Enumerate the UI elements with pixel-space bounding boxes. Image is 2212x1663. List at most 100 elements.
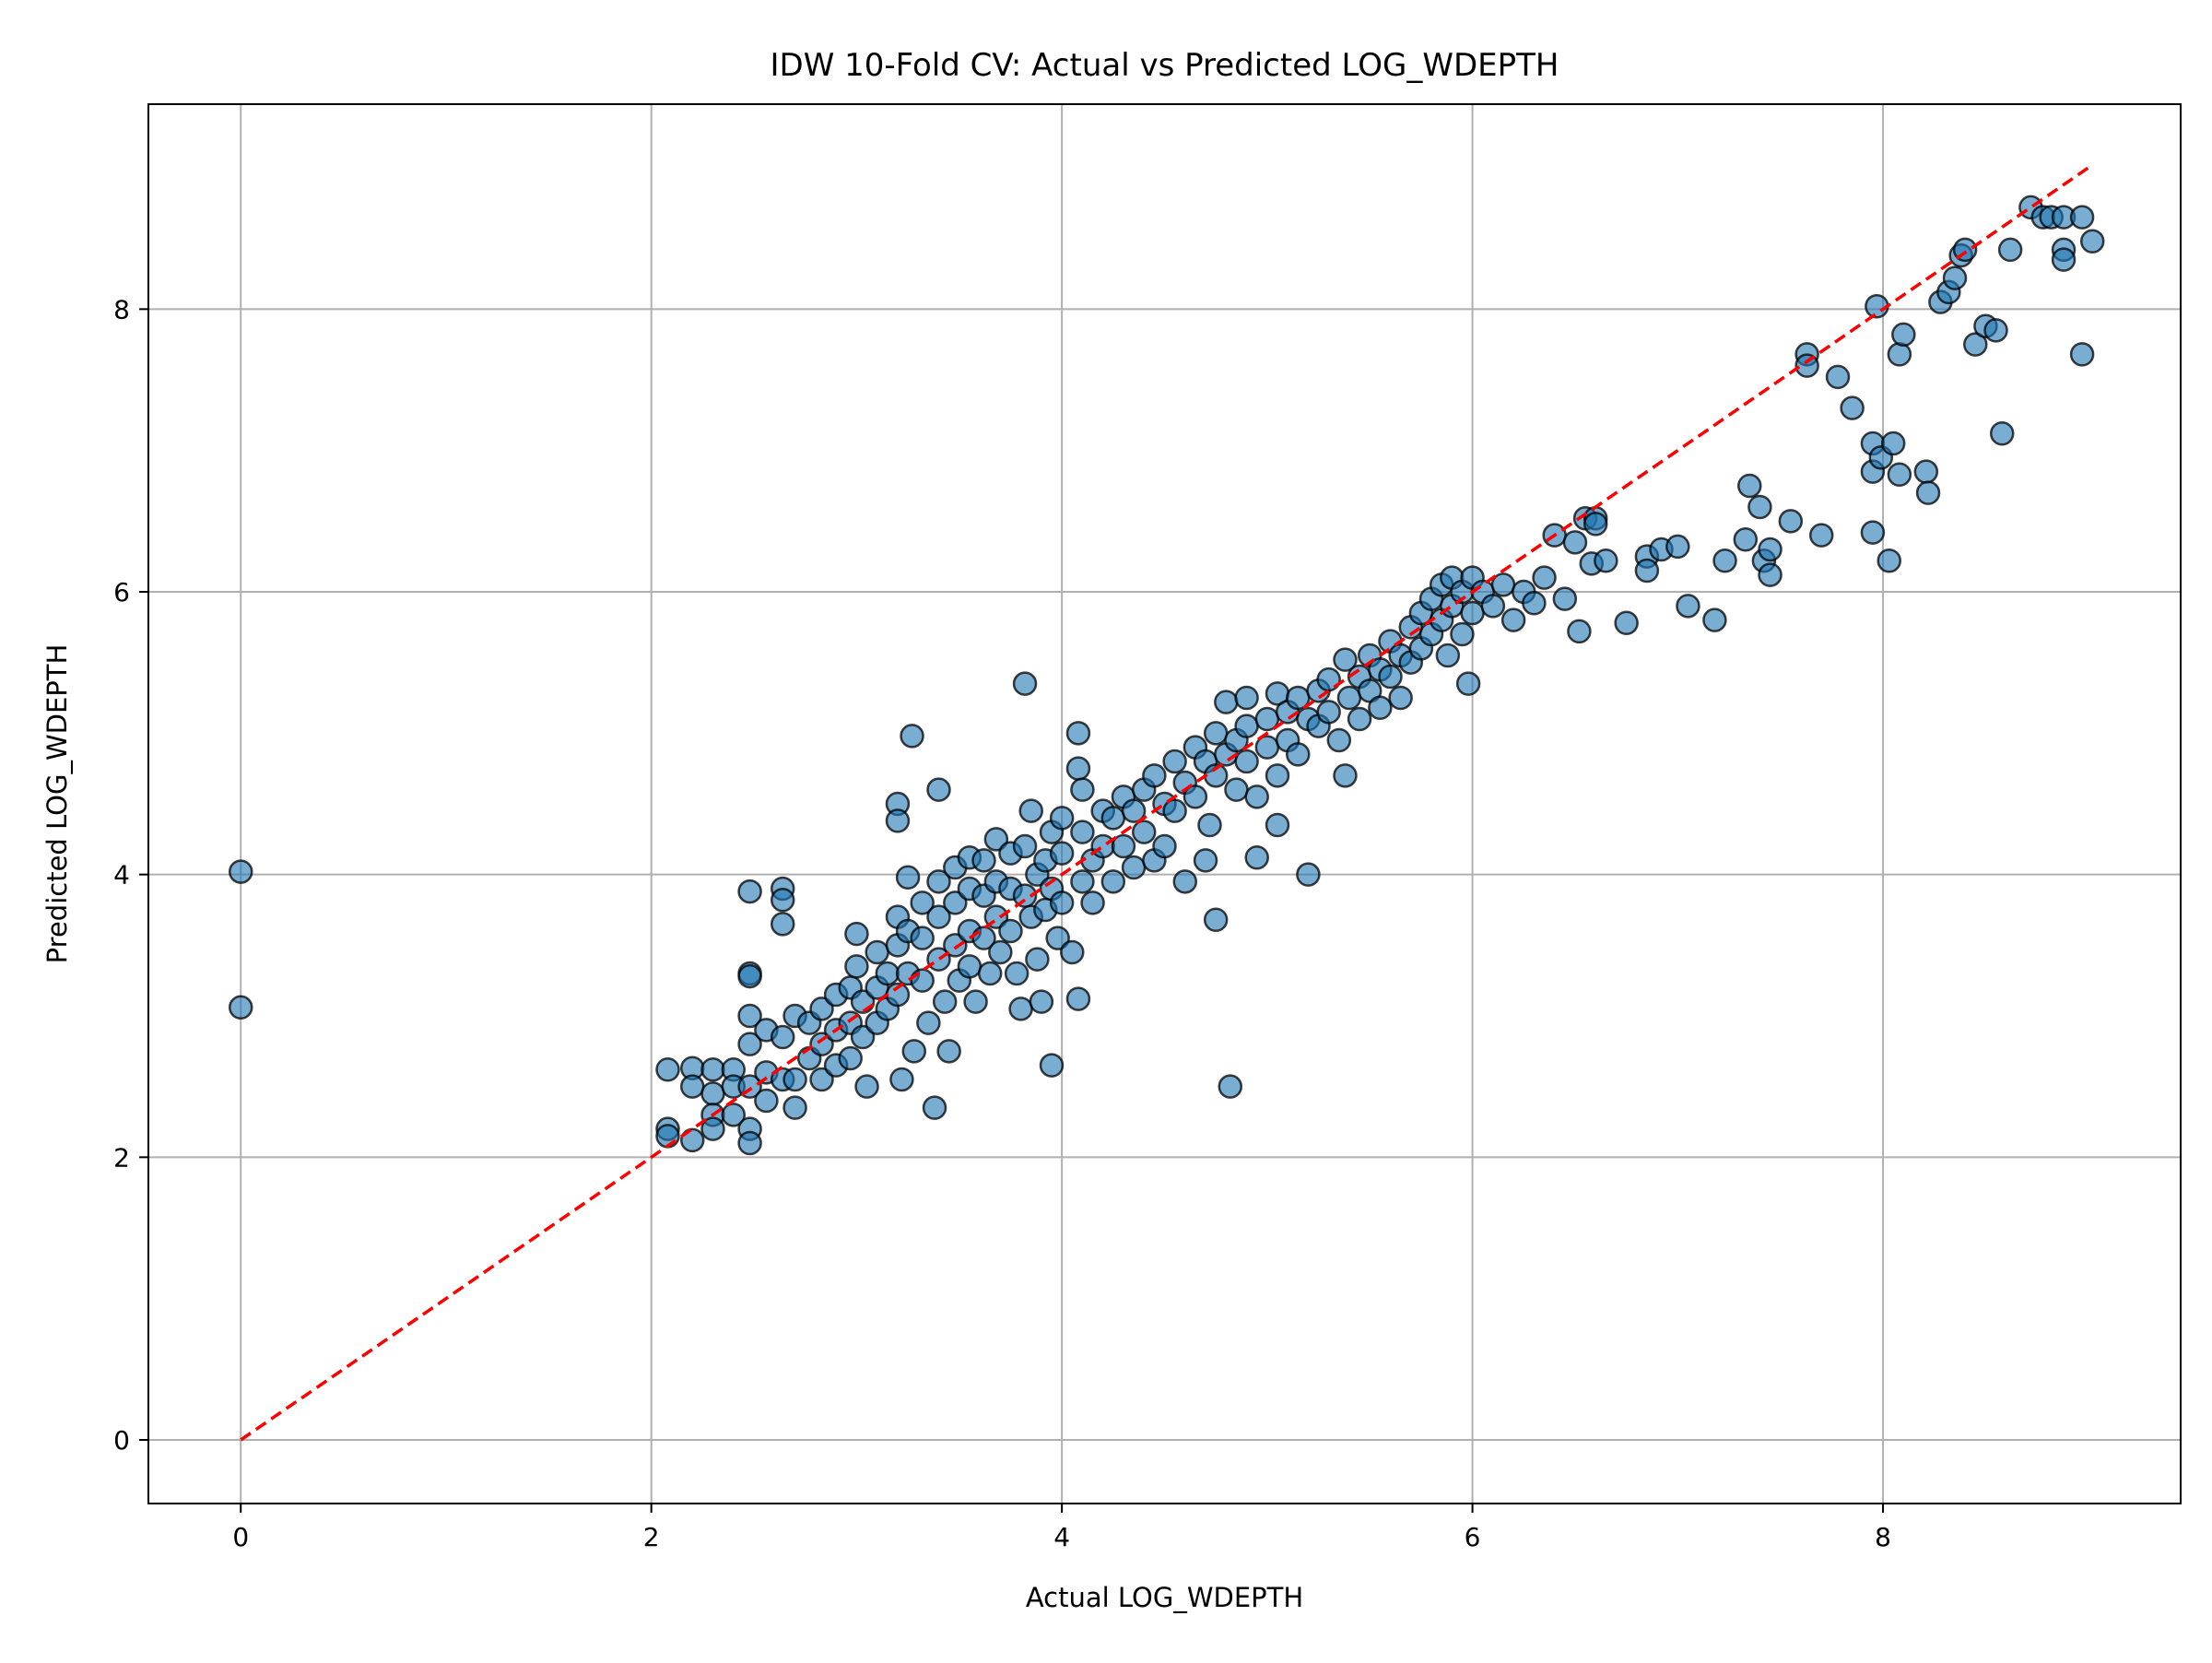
scatter-point xyxy=(700,1116,725,1141)
scatter-point xyxy=(1676,594,1700,619)
scatter-point xyxy=(809,997,834,1021)
scatter-point xyxy=(1989,421,2015,446)
axis-ticks: 0 2 4 6 8 0 2 4 6 8 xyxy=(113,294,1891,1552)
scatter-point xyxy=(875,961,900,986)
y-tick-label: 6 xyxy=(113,577,130,607)
scatter-point xyxy=(1326,727,1352,753)
scatter-point xyxy=(1131,820,1157,844)
scatter-point xyxy=(1152,833,1177,859)
scatter-point xyxy=(1333,647,1358,672)
plot-frame xyxy=(147,103,2182,1504)
scatter-point xyxy=(957,954,982,979)
scatter-point xyxy=(737,1003,762,1029)
scatter-point xyxy=(1234,714,1259,738)
scatter-point xyxy=(926,777,951,802)
scatter-point xyxy=(963,989,988,1014)
scatter-point xyxy=(1244,784,1269,809)
scatter-point xyxy=(1567,619,1592,644)
scatter-point xyxy=(1193,848,1218,873)
scatter-point xyxy=(1460,600,1485,626)
scatter-point xyxy=(770,912,795,937)
scatter-point xyxy=(1758,537,1783,562)
scatter-point xyxy=(1840,395,1865,420)
scatter-point xyxy=(1111,833,1136,859)
y-tick-label: 2 xyxy=(113,1142,130,1173)
x-tick-label: 6 xyxy=(1465,1522,1481,1552)
scatter-point xyxy=(1614,610,1639,635)
scatter-point xyxy=(1368,695,1393,720)
scatter-point xyxy=(737,1130,762,1156)
scatter-point xyxy=(932,989,958,1014)
scatter-point xyxy=(1234,685,1259,711)
scatter-point xyxy=(1435,643,1461,668)
scatter-point xyxy=(1265,763,1290,788)
scatter-point xyxy=(1794,353,1819,378)
scatter-point xyxy=(1887,462,1912,487)
scatter-point xyxy=(1522,591,1547,616)
scatter-point xyxy=(1891,322,1916,348)
scatter-point xyxy=(679,1074,705,1099)
scatter-point xyxy=(943,890,968,915)
x-tick-label: 4 xyxy=(1053,1522,1070,1552)
x-tick-label: 8 xyxy=(1875,1522,1891,1552)
scatter-point xyxy=(900,724,924,749)
scatter-point xyxy=(1039,1053,1065,1078)
scatter-point xyxy=(1336,685,1362,711)
scatter-point xyxy=(910,890,935,915)
scatter-point xyxy=(971,848,996,873)
scatter-point xyxy=(1333,763,1358,788)
scatter-point xyxy=(1012,671,1038,696)
scatter-point xyxy=(854,1074,879,1099)
scatter-point xyxy=(1388,685,1413,711)
x-tick-label: 2 xyxy=(643,1522,660,1552)
scatter-point xyxy=(1029,989,1054,1014)
scatter-point xyxy=(850,1024,876,1050)
scatter-point xyxy=(1070,820,1095,844)
scatter-point xyxy=(1018,798,1043,823)
scatter-point xyxy=(1218,1074,1243,1099)
scatter-point xyxy=(2069,342,2095,367)
scatter-point xyxy=(737,963,762,989)
scatter-point xyxy=(1121,855,1147,880)
scatter-point xyxy=(737,879,762,904)
scatter-point xyxy=(1197,812,1222,838)
scatter-point xyxy=(1997,237,2023,263)
scatter-point xyxy=(2069,205,2095,230)
y-axis-label: Predicted LOG_WDEPTH xyxy=(41,644,73,964)
scatter-point xyxy=(1480,594,1506,619)
scatter-point xyxy=(1100,869,1126,894)
scatter-point xyxy=(1552,586,1578,611)
scatter-point xyxy=(844,921,869,947)
grid-lines xyxy=(148,104,2181,1504)
scatter-point xyxy=(1778,509,1804,534)
scatter-point xyxy=(1065,721,1091,746)
scatter-point xyxy=(770,1024,795,1050)
scatter-point xyxy=(1090,833,1115,859)
scatter-point xyxy=(1214,690,1239,714)
scatter-point xyxy=(910,968,935,993)
scatter-point xyxy=(737,1032,762,1056)
scatter-point xyxy=(889,1067,914,1092)
x-tick-label: 0 xyxy=(232,1522,249,1552)
scatter-point xyxy=(1045,926,1070,950)
scatter-point xyxy=(1712,548,1737,573)
scatter-point xyxy=(679,1127,705,1153)
reference-line xyxy=(240,166,2089,1442)
scatter-point xyxy=(1887,342,1912,367)
scatter-point xyxy=(922,1095,947,1120)
scatter-point xyxy=(770,888,795,913)
scatter-point xyxy=(1913,459,1939,484)
scatter-point xyxy=(1296,862,1321,887)
scatter-point xyxy=(1049,841,1075,866)
scatter-point xyxy=(2079,229,2105,254)
scatter-point xyxy=(1860,520,1886,545)
scatter-point xyxy=(901,1039,927,1064)
scatter-point xyxy=(1060,939,1085,965)
scatter-point xyxy=(655,1124,680,1149)
scatter-point xyxy=(916,1010,941,1035)
scatter-point xyxy=(1455,671,1481,696)
scatter-point xyxy=(1450,621,1475,647)
scatter-point xyxy=(1347,706,1372,732)
scatter-point xyxy=(1203,721,1229,746)
